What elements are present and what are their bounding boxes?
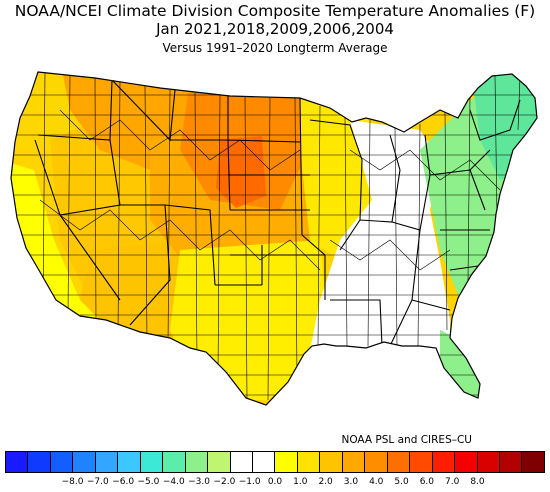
scale-tick-label: 1.0 <box>293 477 308 487</box>
color-scale-ticks: −8.0 −7.0 −6.0 −5.0 −4.0 −3.0 −2.0 −1.0 0.0 1.0 2.… <box>5 474 545 490</box>
scale-swatch <box>320 452 343 472</box>
color-scale-bar <box>5 451 545 473</box>
region-fill-upper-midwest <box>300 98 372 260</box>
scale-tick-label: −2.0 <box>213 477 236 487</box>
scale-swatch <box>432 452 456 472</box>
scale-tick-label: 3.0 <box>343 477 359 487</box>
scale-swatch <box>95 452 119 472</box>
scale-swatch <box>28 452 51 472</box>
scale-tick-label: 2.0 <box>318 477 333 487</box>
scale-swatch <box>73 452 96 472</box>
scale-swatch <box>140 452 164 472</box>
scale-tick-label: 7.0 <box>445 477 460 487</box>
scale-tick-label: 0.0 <box>267 477 283 487</box>
scale-swatch <box>477 452 500 472</box>
scale-swatch <box>522 452 544 472</box>
scale-tick-label: −5.0 <box>137 477 160 487</box>
us-outline <box>10 71 538 406</box>
scale-swatch <box>387 452 411 472</box>
scale-tick-label: 8.0 <box>470 477 485 487</box>
scale-swatch <box>499 452 523 472</box>
scale-tick-label: 4.0 <box>369 477 384 487</box>
scale-tick-label: 5.0 <box>394 477 409 487</box>
map-title: NOAA/NCEI Climate Division Composite Tem… <box>14 2 536 20</box>
scale-swatch <box>365 452 388 472</box>
scale-swatch <box>6 452 29 472</box>
scale-swatch <box>163 452 186 472</box>
region-fill-texas <box>170 240 330 400</box>
scale-swatch <box>50 452 74 472</box>
scale-tick-label: −1.0 <box>238 477 261 487</box>
scale-tick-label: −7.0 <box>86 477 109 487</box>
state-boundaries <box>34 79 521 347</box>
scale-swatch <box>410 452 433 472</box>
scale-tick-label: 6.0 <box>419 477 435 487</box>
scale-swatch <box>252 452 276 472</box>
scale-tick-label: −8.0 <box>61 477 84 487</box>
scale-swatch <box>455 452 478 472</box>
scale-tick-label: −3.0 <box>188 477 210 487</box>
scale-swatch <box>297 452 321 472</box>
map-subtitle: Jan 2021,2018,2009,2006,2004 <box>156 20 394 38</box>
scale-swatch <box>275 452 298 472</box>
scale-swatch <box>118 452 141 472</box>
scale-swatch <box>230 452 253 472</box>
baseline-label: Versus 1991–2020 Longterm Average <box>162 41 388 55</box>
scale-swatch <box>185 452 209 472</box>
scale-tick-label: −4.0 <box>162 477 185 487</box>
scale-swatch <box>342 452 366 472</box>
data-credit: NOAA PSL and CIRES–CU <box>341 434 473 446</box>
scale-tick-label: −6.0 <box>112 477 135 487</box>
scale-swatch <box>208 452 231 472</box>
region-fill-ohio-valley-southeast <box>300 120 450 400</box>
